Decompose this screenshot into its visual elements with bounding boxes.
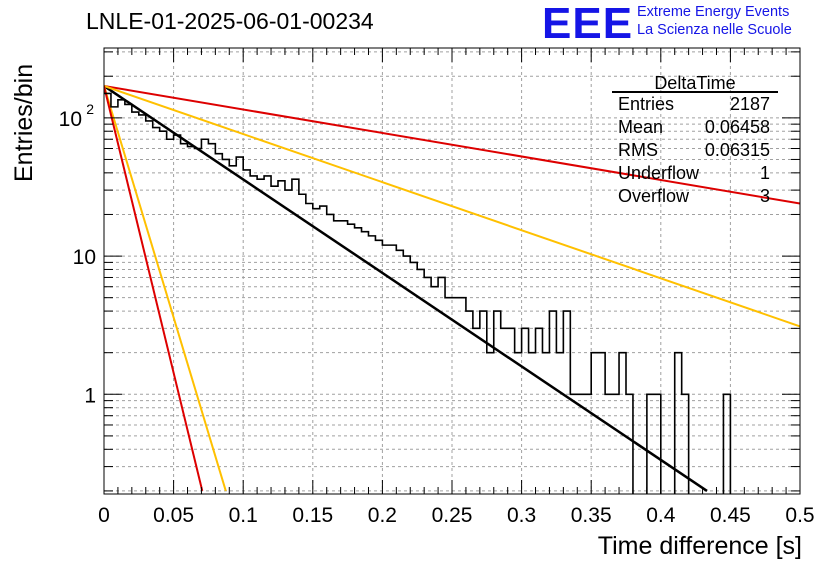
y-tick-label: 10 xyxy=(73,246,96,269)
fit-curve-0 xyxy=(104,84,708,492)
x-tick-label: 0.05 xyxy=(153,504,194,527)
x-tick-label: 0.5 xyxy=(785,504,814,527)
stats-value: 0.06315 xyxy=(705,140,770,160)
stats-label: Overflow xyxy=(618,186,690,206)
fit-curve-3 xyxy=(104,85,227,492)
fit-curve-2 xyxy=(104,85,800,328)
logo-subtitle: Extreme Energy Events La Scienza nelle S… xyxy=(637,3,792,39)
axis-ticks: 0 0.05 0.1 0.15 0.2 0.25 0.3 0.35 0.4 0.45 0.5 1 10 1… xyxy=(59,48,815,527)
stats-title: DeltaTime xyxy=(654,73,735,93)
x-tick-label: 0.1 xyxy=(229,504,258,527)
stats-label: Mean xyxy=(618,117,663,137)
eee-logo: EEE xyxy=(542,0,634,48)
y-tick-exponent: 2 xyxy=(86,101,94,117)
fit-curves xyxy=(104,84,800,492)
y-tick-label: 10 xyxy=(59,108,82,131)
x-tick-label: 0.4 xyxy=(646,504,676,527)
stats-value: 3 xyxy=(760,186,770,206)
x-tick-label: 0.25 xyxy=(432,504,473,527)
grid-lines xyxy=(104,48,800,494)
x-tick-label: 0.35 xyxy=(571,504,612,527)
stats-label: Underflow xyxy=(618,163,700,183)
stats-value: 0.06458 xyxy=(705,117,770,137)
stats-value: 2187 xyxy=(730,94,770,114)
logo-subtitle-line1: Extreme Energy Events xyxy=(637,4,790,20)
stats-value: 1 xyxy=(760,163,770,183)
x-tick-label: 0 xyxy=(98,504,110,527)
y-tick-label: 1 xyxy=(84,384,96,407)
logo-subtitle-line2: La Scienza nelle Scuole xyxy=(637,22,792,38)
x-tick-label: 0.45 xyxy=(710,504,751,527)
x-axis-label: Time difference [s] xyxy=(597,532,802,560)
fit-curve-4 xyxy=(104,85,204,492)
fit-curve-1 xyxy=(104,84,800,205)
chart-title: LNLE-01-2025-06-01-00234 xyxy=(86,8,374,34)
stats-label: RMS xyxy=(618,140,658,160)
x-tick-label: 0.3 xyxy=(507,504,536,527)
x-tick-label: 0.15 xyxy=(292,504,333,527)
histogram-steps xyxy=(104,92,732,494)
histogram-layer xyxy=(104,92,732,494)
x-tick-label: 0.2 xyxy=(368,504,397,527)
stats-label: Entries xyxy=(618,94,674,114)
